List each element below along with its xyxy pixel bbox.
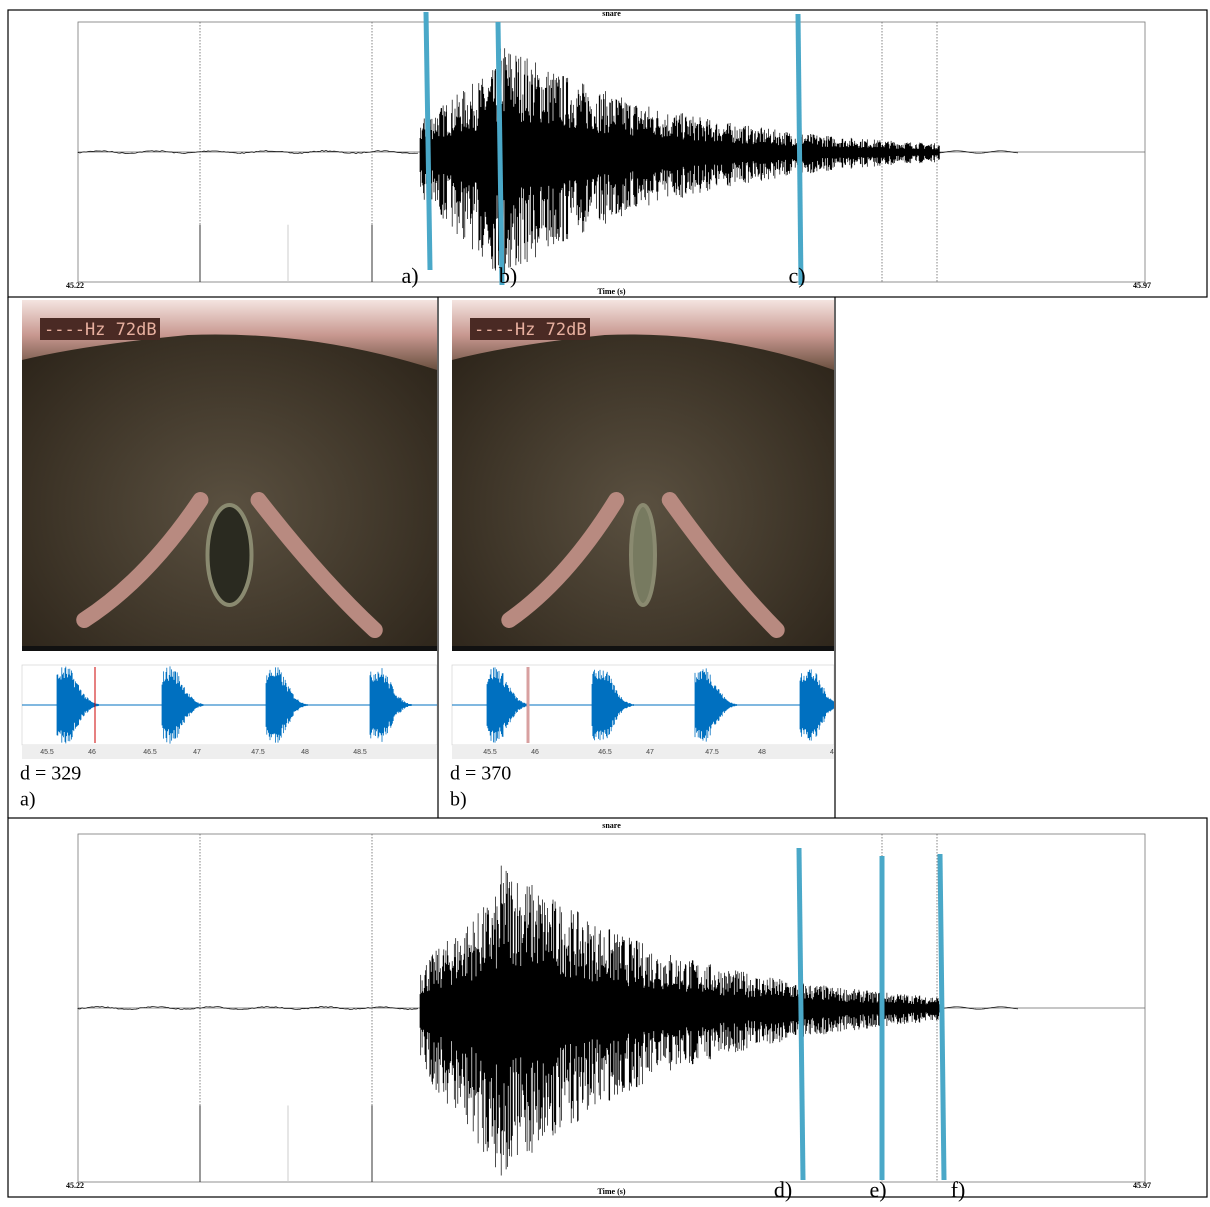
frame: ----Hz 72dB 45.5 46 46.5 47 47.5 48 4 d = 370 b): [450, 300, 835, 811]
x-end: 45.97: [1133, 281, 1151, 290]
marker-label: b): [499, 263, 517, 288]
mini-tick: 4: [830, 749, 834, 756]
marker-label: c): [788, 263, 805, 288]
mini-tick: 48: [758, 749, 766, 756]
overlay-text: ----Hz 72dB: [474, 320, 587, 340]
caption: d = 370: [450, 763, 511, 785]
bottom-panel: snare Time (s) 45.22 45.97 d) e) f): [66, 821, 1151, 1202]
frame: ----Hz 72dB 45.5 46 46.5 47 47.5 48 48.5 d = 329…: [20, 300, 438, 811]
mini-tick: 48: [301, 749, 309, 756]
mini-tick: 48.5: [353, 749, 367, 756]
marker-label: e): [869, 1177, 886, 1202]
x-end: 45.97: [1133, 1181, 1151, 1190]
marker-label: d): [774, 1177, 792, 1202]
mini-tick: 45.5: [483, 749, 497, 756]
marker-line: [423, 11, 433, 271]
mini-tick: 46: [531, 749, 539, 756]
fold: [661, 492, 785, 638]
label: a): [20, 789, 36, 811]
tick-strip: [22, 745, 437, 759]
mini-tick: 47.5: [705, 749, 719, 756]
glottis: [205, 503, 254, 607]
x-label: Time (s): [597, 287, 625, 296]
overlay-box: [40, 318, 160, 340]
glottis: [629, 503, 657, 607]
mini-tick: 47: [193, 749, 201, 756]
tissue: [22, 300, 437, 370]
overlay-text: ----Hz 72dB: [44, 320, 157, 340]
marker-label: f): [951, 1177, 966, 1202]
waveform: [77, 48, 1019, 275]
marker-line: [796, 847, 806, 1181]
plot-title: snare: [602, 9, 621, 18]
waveform: [77, 865, 1019, 1176]
marker-line: [495, 21, 505, 286]
top-panel: snare Time (s) 45.22 45.97 a) b) c): [66, 9, 1151, 296]
marker-line: [795, 13, 804, 286]
caption: d = 329: [20, 763, 81, 785]
tick-strip: [452, 745, 834, 759]
marker-line: [937, 853, 947, 1181]
x-label: Time (s): [597, 1187, 625, 1196]
bottom-bar: [22, 646, 437, 651]
mini-wave: [486, 667, 834, 743]
mini-tick: 47: [646, 749, 654, 756]
label: b): [450, 789, 467, 811]
mini-tick: 46: [88, 749, 96, 756]
x-start: 45.22: [66, 281, 84, 290]
fold: [250, 492, 383, 638]
overlay-box: [470, 318, 590, 340]
marker-label: a): [401, 263, 418, 288]
bottom-bar: [452, 646, 834, 651]
borders: [7, 9, 1208, 1198]
mini-tick: 46.5: [143, 749, 157, 756]
tissue: [452, 300, 834, 370]
x-start: 45.22: [66, 1181, 84, 1190]
fold: [76, 492, 209, 628]
plot-title: snare: [602, 821, 621, 830]
mini-tick: 45.5: [40, 749, 54, 756]
fold: [501, 492, 625, 628]
mini-tick: 46.5: [598, 749, 612, 756]
mini-tick: 47.5: [251, 749, 265, 756]
